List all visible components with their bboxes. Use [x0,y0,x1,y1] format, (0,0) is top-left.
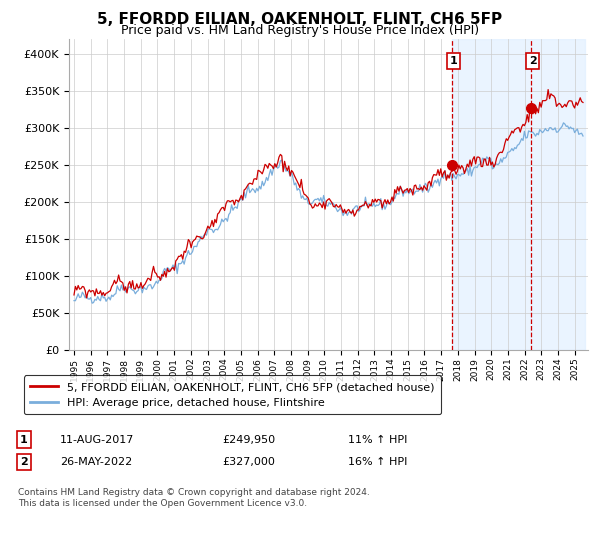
Legend: 5, FFORDD EILIAN, OAKENHOLT, FLINT, CH6 5FP (detached house), HPI: Average price: 5, FFORDD EILIAN, OAKENHOLT, FLINT, CH6 … [23,375,441,414]
Bar [452,39,584,350]
Text: 11% ↑ HPI: 11% ↑ HPI [348,435,407,445]
Text: £249,950: £249,950 [222,435,275,445]
Text: £327,000: £327,000 [222,457,275,467]
Text: 16% ↑ HPI: 16% ↑ HPI [348,457,407,467]
Text: 2: 2 [529,56,536,66]
Text: Price paid vs. HM Land Registry's House Price Index (HPI): Price paid vs. HM Land Registry's House … [121,24,479,36]
Text: 1: 1 [449,56,457,66]
Text: 11-AUG-2017: 11-AUG-2017 [60,435,134,445]
Text: Contains HM Land Registry data © Crown copyright and database right 2024.
This d: Contains HM Land Registry data © Crown c… [18,488,370,508]
Text: 5, FFORDD EILIAN, OAKENHOLT, FLINT, CH6 5FP: 5, FFORDD EILIAN, OAKENHOLT, FLINT, CH6 … [97,12,503,27]
Text: 26-MAY-2022: 26-MAY-2022 [60,457,132,467]
Text: 2: 2 [20,457,28,467]
Text: 1: 1 [20,435,28,445]
